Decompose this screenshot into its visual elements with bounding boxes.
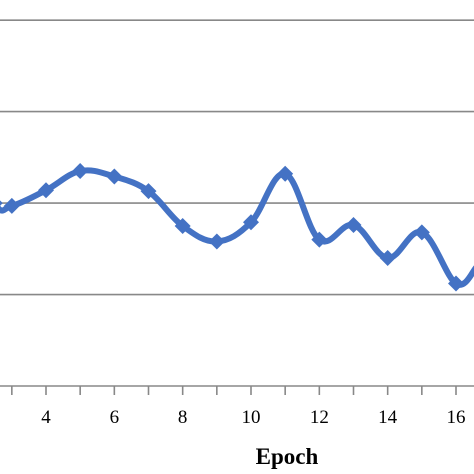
data-point-marker: [174, 217, 191, 234]
data-point-marker: [38, 182, 54, 199]
x-tick-label: 8: [178, 407, 188, 428]
x-tick-labels: 4 6 8 10 12 14 16: [11, 386, 466, 428]
x-tick-label: 16: [447, 407, 466, 428]
data-point-marker: [277, 165, 294, 182]
data-point-marker: [243, 214, 259, 231]
data-point-marker: [345, 217, 362, 234]
data-point-marker: [413, 224, 430, 241]
data-point-marker: [106, 168, 123, 185]
x-tick-label: 4: [41, 407, 51, 428]
series-line: [0, 167, 474, 288]
data-point-marker: [208, 233, 225, 250]
x-axis-title: Epoch: [256, 444, 319, 469]
x-tick-label: 14: [378, 407, 398, 428]
x-tick-label: 6: [110, 407, 120, 428]
data-point-marker: [140, 183, 157, 200]
data-point-marker: [448, 275, 464, 292]
series-markers: [0, 163, 464, 292]
data-point-marker: [72, 163, 89, 180]
data-point-marker: [0, 200, 3, 206]
data-point-marker: [3, 197, 20, 214]
data-point-marker: [311, 231, 328, 248]
x-tick-label: 10: [242, 407, 261, 428]
x-tick-label: 12: [310, 407, 329, 428]
data-point-marker: [379, 249, 396, 266]
gridlines: [0, 19, 474, 296]
